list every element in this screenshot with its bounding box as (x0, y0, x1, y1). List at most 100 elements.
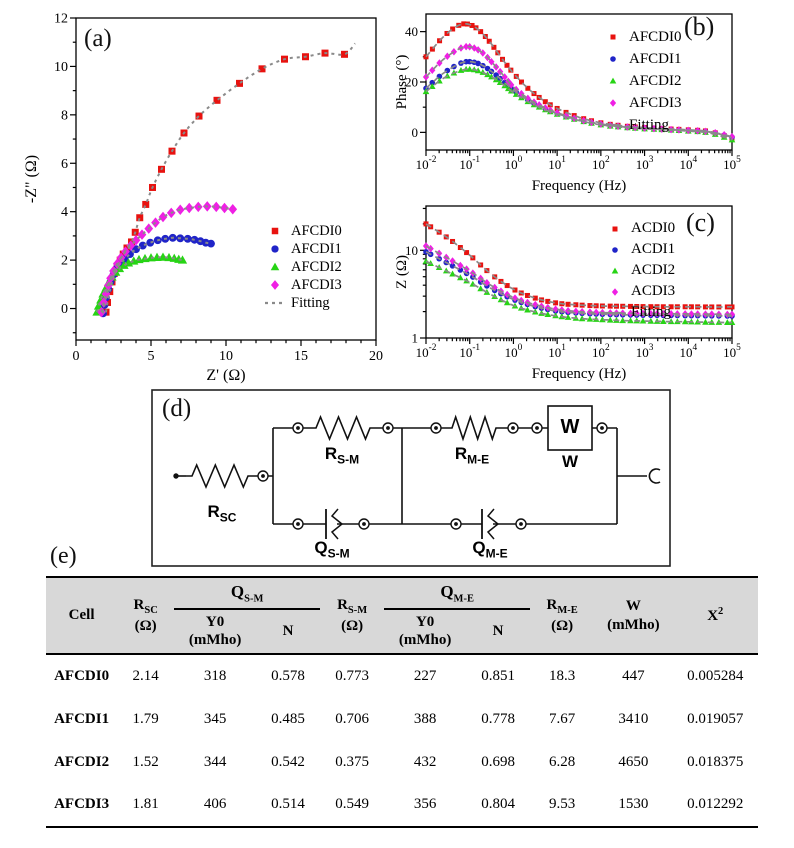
svg-text:0: 0 (61, 302, 68, 317)
panel-e-tag: (e) (50, 543, 77, 569)
table-cell: 388 (413, 710, 437, 727)
node-icon (507, 422, 519, 434)
legend-marker-circle-icon (602, 52, 622, 66)
legend-label: Fitting (291, 294, 330, 311)
legend-item-ACDI1: ACDI1 (604, 239, 675, 260)
equivalent-circuit-panel: (d) RSC RS-M RM-E QS-M QM-E W W (150, 388, 672, 568)
fitting-curve (425, 223, 732, 308)
legend-marker-square-icon (604, 222, 624, 236)
legend-marker-triangle-icon (264, 260, 284, 274)
legend-label: AFCDI2 (291, 258, 342, 275)
table-cell: 0.485 (271, 710, 305, 727)
svg-text:104: 104 (679, 155, 697, 172)
label-rme: RM-E (454, 444, 490, 467)
header-rme: RM-E (Ω) (530, 577, 595, 656)
cpe-qsm (325, 508, 344, 540)
svg-text:102: 102 (592, 343, 610, 360)
svg-text:105: 105 (723, 155, 741, 172)
table-body: AFCDI0 2.14 318 0.578 0.773 227 0.851 18.3 447 0.… (46, 654, 758, 827)
table-cell: 0.804 (481, 796, 515, 813)
row-header-cell: AFCDI0 (54, 668, 110, 685)
bode-phase-panel: 10-2 10-1 100 101 102 103 104 105 0 20 40 Frequency… (396, 0, 794, 196)
table-cell: 0.019057 (687, 710, 744, 727)
legend-item-Fitting: Fitting (602, 114, 682, 136)
fitting-curve (425, 260, 733, 324)
legend-label: AFCDI0 (629, 28, 682, 45)
series-AFCDI3 (422, 42, 736, 141)
table-cell: 7.67 (549, 710, 576, 727)
fit-parameters-table: Cell RSC (Ω) QS-M RS-M (Ω) QM-E RM-E (Ω) W(… (46, 576, 758, 829)
svg-text:20: 20 (405, 75, 418, 90)
row-header-cell: AFCDI1 (54, 710, 110, 727)
header-w: W (mMho) (594, 577, 673, 656)
equivalent-circuit-diagram (151, 389, 671, 567)
table-cell: 227 (413, 668, 437, 685)
header-qme-n: N (466, 608, 531, 656)
header-rsm: RS-M (Ω) (320, 577, 385, 656)
svg-text:102: 102 (592, 155, 610, 172)
node-icon (450, 518, 462, 530)
legend-item-AFCDI0: AFCDI0 (264, 222, 342, 240)
svg-text:101: 101 (548, 155, 566, 172)
label-rsc: RSC (207, 502, 237, 525)
table-cell: 406 (203, 796, 227, 813)
table-cell: 1.81 (132, 796, 159, 813)
legend-marker-circle-icon (264, 242, 284, 256)
table-cell: 432 (413, 753, 437, 770)
bode-impedance-chart: 10-2 10-1 100 101 102 103 104 105 1 10 Frequency (… (396, 205, 741, 382)
svg-text:2: 2 (61, 254, 68, 269)
table-cell: 356 (413, 796, 437, 813)
svg-text:10-1: 10-1 (459, 155, 480, 172)
panel-b-tag: (b) (684, 12, 715, 41)
panel-d-tag: (d) (162, 395, 192, 422)
header-x2: X2 (672, 577, 758, 656)
legend-marker-diamond-icon (604, 285, 624, 299)
svg-text:6: 6 (61, 157, 68, 172)
axes-a: 0 5 10 15 20 0 2 4 6 8 10 12 (54, 12, 383, 365)
table-header: Cell RSC (Ω) QS-M RS-M (Ω) QM-E RM-E (Ω) W(… (46, 577, 758, 656)
node-icon (358, 518, 370, 530)
legend-label: ACDI3 (631, 283, 676, 299)
legend-item-AFCDI2: AFCDI2 (602, 70, 682, 92)
row-header-cell: AFCDI2 (54, 753, 110, 770)
svg-text:8: 8 (61, 108, 68, 123)
header-qsm-y0: Y0 (mMho) (174, 608, 257, 656)
legend-b: AFCDI0 AFCDI1 AFCDI2 AFCDI3 Fitting (602, 26, 682, 136)
header-cell: Cell (46, 577, 118, 656)
legend-marker-dashed-line-icon (602, 118, 622, 132)
fitting-curve (425, 45, 733, 138)
legend-item-ACDI3: ACDI3 (604, 281, 675, 302)
svg-text:Z (Ω): Z (Ω) (396, 255, 410, 289)
table-cell: 2.14 (132, 668, 159, 685)
node-icon (292, 422, 304, 434)
legend-item-ACDI2: ACDI2 (604, 260, 675, 281)
svg-text:104: 104 (679, 343, 697, 360)
svg-text:10: 10 (219, 349, 233, 364)
table-cell: 345 (203, 710, 227, 727)
panel-c-tag: (c) (686, 208, 715, 237)
legend-label: AFCDI3 (629, 94, 682, 111)
table-row-AFCDI0: AFCDI0 2.14 318 0.578 0.773 227 0.851 18.3 447 0.… (46, 654, 758, 698)
fit-parameters-table-wrap: Cell RSC (Ω) QS-M RS-M (Ω) QM-E RM-E (Ω) W(… (46, 576, 758, 829)
table-cell: 6.28 (549, 753, 576, 770)
legend-label: Fitting (631, 304, 672, 320)
node-icon (531, 422, 543, 434)
node-icon (515, 518, 527, 530)
svg-text:10: 10 (54, 60, 68, 75)
table-cell: 9.53 (549, 796, 576, 813)
table-cell: 0.018375 (687, 753, 744, 770)
node-icon (382, 422, 394, 434)
fitting-curve (425, 60, 733, 139)
legend-a: AFCDI0 AFCDI1 AFCDI2 AFCDI3 Fitting (264, 222, 342, 312)
cpe-qme (481, 508, 500, 540)
legend-marker-triangle-icon (604, 264, 624, 278)
legend-item-AFCDI3: AFCDI3 (602, 92, 682, 114)
svg-text:1: 1 (412, 331, 419, 346)
legend-c: ACDI0 ACDI1 ACDI2 ACDI3 Fitting (604, 218, 675, 323)
svg-text:Frequency (Hz): Frequency (Hz) (532, 178, 627, 194)
table-cell: 1.52 (132, 753, 159, 770)
node-icon (257, 470, 269, 482)
fitting-curve (96, 256, 184, 313)
svg-text:10-1: 10-1 (459, 343, 480, 360)
